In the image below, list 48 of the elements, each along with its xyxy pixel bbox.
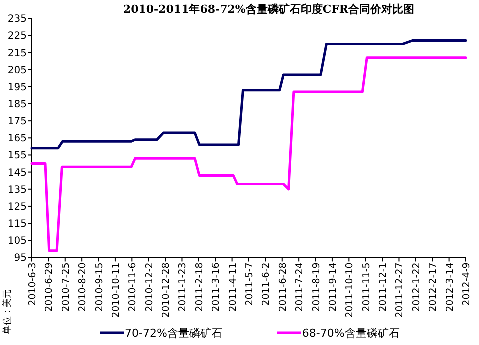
x-tick-label: 2012-2-17 xyxy=(428,262,440,312)
y-tick-label: 225 xyxy=(8,31,27,42)
x-tick-label: 2010-11-6 xyxy=(128,262,139,312)
x-tick-label: 2011-11-5 xyxy=(361,262,372,312)
y-axis-title: 单位：美元 xyxy=(2,290,13,334)
y-tick-label: 165 xyxy=(8,134,27,145)
y-tick-label: 95 xyxy=(14,253,27,264)
y-tick-label: 145 xyxy=(8,168,27,179)
y-tick-label: 105 xyxy=(8,236,27,248)
y-tick-label: 155 xyxy=(8,150,27,162)
y-tick-label: 125 xyxy=(8,202,27,213)
x-tick-label: 2011-9-14 xyxy=(328,262,339,312)
y-tick-label: 115 xyxy=(8,219,27,230)
line-series xyxy=(30,56,468,252)
y-tick-label: 215 xyxy=(8,48,27,60)
x-tick-label: 2011-7-24 xyxy=(294,262,306,312)
x-tick-label: 2010-12-2 xyxy=(144,262,156,312)
y-tick-label: 235 xyxy=(8,14,27,26)
legend-label: 70-72%含量磷矿石 xyxy=(125,327,222,340)
x-tick-label: 2010-6-3 xyxy=(28,262,38,306)
x-tick-label: 2011-8-19 xyxy=(311,262,322,312)
x-tick-label: 2011-4-11 xyxy=(228,262,239,312)
x-tick-label: 2010-7-25 xyxy=(60,262,72,312)
y-tick-label: 175 xyxy=(8,116,27,128)
chart-title: 2010-2011年68-72%含量磷矿石印度CFR合同价对比图 xyxy=(123,3,415,16)
x-tick-label: 2010-10-11 xyxy=(110,262,122,318)
x-tick-label: 2010-6-29 xyxy=(44,262,56,312)
legend-label: 68-70%含量磷矿石 xyxy=(302,327,400,340)
x-tick-label: 2011-1-23 xyxy=(178,262,189,312)
y-tick-label: 185 xyxy=(8,99,27,110)
x-tick-label: 2010-9-15 xyxy=(94,262,106,312)
x-tick-label: 2010-12-28 xyxy=(161,262,172,318)
x-tick-label: 2011-12-1 xyxy=(378,262,390,312)
x-tick-label: 2011-6-28 xyxy=(278,262,289,312)
y-tick-label: 205 xyxy=(8,65,27,76)
y-tick-label: 135 xyxy=(8,184,27,196)
x-tick-label: 2010-8-20 xyxy=(78,262,89,312)
y-tick-label: 195 xyxy=(8,82,27,94)
x-tick-label: 2011-6-2 xyxy=(261,262,272,306)
x-tick-label: 2011-5-7 xyxy=(244,262,256,306)
x-tick-label: 2012-4-9 xyxy=(462,262,472,306)
x-tick-label: 2011-2-18 xyxy=(194,262,206,312)
x-tick-label: 2011-3-16 xyxy=(211,262,222,312)
x-tick-label: 2012-1-22 xyxy=(411,262,422,312)
x-tick-label: 2011-12-27 xyxy=(394,262,406,318)
line-series xyxy=(30,40,468,150)
x-tick-label: 2012-3-14 xyxy=(444,262,456,312)
x-tick-label: 2011-10-10 xyxy=(344,262,356,318)
